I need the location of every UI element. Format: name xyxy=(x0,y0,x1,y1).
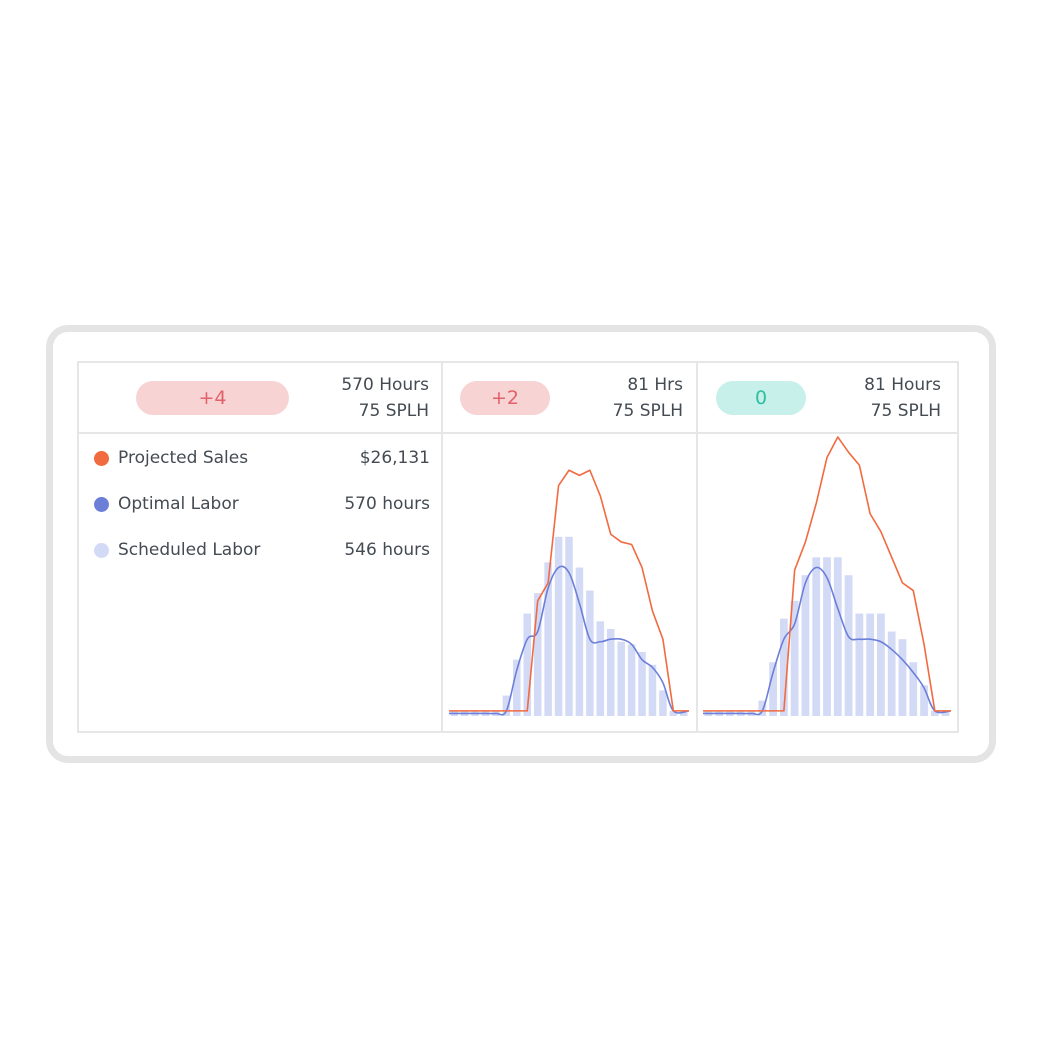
day-1-splh: 75 SPLH xyxy=(612,401,683,421)
header-divider xyxy=(78,432,958,434)
scheduled-labor-bar xyxy=(617,641,625,716)
scheduled-labor-bar xyxy=(844,575,853,716)
scheduled-labor-bar xyxy=(606,628,615,716)
legend-value: 570 hours xyxy=(344,494,430,514)
column-divider-1 xyxy=(441,362,443,732)
scheduled-labor-bar xyxy=(565,536,573,716)
scheduled-labor-bar xyxy=(648,664,657,716)
total-hours-summary: 570 Hours 75 SPLH xyxy=(341,372,429,424)
scheduled-labor-bar xyxy=(920,685,928,716)
scheduled-labor-bar xyxy=(586,590,594,716)
scheduled-labor-bar xyxy=(627,644,636,716)
scheduled-labor-bar xyxy=(866,613,875,716)
scheduled-labor-bar xyxy=(758,700,767,716)
optimal-labor-line xyxy=(702,566,952,716)
scheduled-labor-bar xyxy=(554,536,563,716)
difference-badge-day-2: 0 xyxy=(716,381,806,415)
scheduled-labor-bar xyxy=(801,575,810,716)
scheduled-labor-bar xyxy=(790,600,799,716)
scheduled-labor-bar xyxy=(941,710,950,716)
scheduled-labor-bar xyxy=(769,662,777,716)
scheduled-labor-bar xyxy=(680,710,688,716)
scheduled-labor-bar xyxy=(877,613,885,716)
total-splh: 75 SPLH xyxy=(358,401,429,421)
legend-label: Projected Sales xyxy=(118,448,249,468)
day-2-hours: 81 Hours xyxy=(864,375,941,395)
scheduled-labor-bar xyxy=(887,631,896,716)
day-1-labor-chart xyxy=(448,469,690,716)
scheduled-labor-bar xyxy=(812,557,821,716)
scheduled-labor-bar xyxy=(523,613,532,716)
projected-sales-dot-icon xyxy=(94,451,109,466)
day-2-hours-summary: 81 Hours 75 SPLH xyxy=(864,372,941,424)
day-1-hours-summary: 81 Hrs 75 SPLH xyxy=(613,372,683,424)
optimal-labor-dot-icon xyxy=(94,497,109,512)
legend-label: Optimal Labor xyxy=(118,494,239,514)
legend-optimal-labor: Optimal Labor 570 hours xyxy=(94,492,430,516)
scheduled-labor-bar xyxy=(533,593,542,716)
optimal-labor-line xyxy=(448,565,690,716)
scheduled-labor-dot-icon xyxy=(94,543,109,558)
scheduled-labor-bar xyxy=(596,621,605,716)
difference-badge-total: +4 xyxy=(136,381,289,415)
scheduled-labor-bar xyxy=(909,662,918,716)
projected-sales-line xyxy=(703,436,951,712)
scheduled-labor-bar xyxy=(575,567,584,716)
scheduled-labor-bar xyxy=(930,710,939,716)
scheduled-labor-bar xyxy=(779,618,788,716)
difference-badge-day-1: +2 xyxy=(460,381,550,415)
scheduled-labor-bar xyxy=(659,690,667,716)
summary-table xyxy=(77,361,959,733)
scheduled-labor-bar xyxy=(823,557,831,716)
scheduled-labor-bar xyxy=(513,659,521,716)
scheduled-labor-bar xyxy=(833,557,842,716)
legend-value: $26,131 xyxy=(359,448,430,468)
scheduled-labor-bar xyxy=(855,613,864,716)
scheduled-labor-bar xyxy=(544,562,552,716)
legend-scheduled-labor: Scheduled Labor 546 hours xyxy=(94,538,430,562)
scheduled-labor-bar xyxy=(898,639,907,716)
day-2-labor-chart xyxy=(702,436,952,716)
total-hours: 570 Hours xyxy=(341,375,429,395)
projected-sales-line xyxy=(449,469,689,712)
scheduled-labor-bar xyxy=(638,652,646,716)
scheduled-labor-bar xyxy=(502,695,511,716)
legend-projected-sales: Projected Sales $26,131 xyxy=(94,446,430,470)
column-divider-2 xyxy=(696,362,698,732)
legend-value: 546 hours xyxy=(344,540,430,560)
day-2-splh: 75 SPLH xyxy=(870,401,941,421)
day-1-hours: 81 Hrs xyxy=(627,375,683,395)
legend-label: Scheduled Labor xyxy=(118,540,261,560)
scheduled-labor-bar xyxy=(669,710,678,716)
